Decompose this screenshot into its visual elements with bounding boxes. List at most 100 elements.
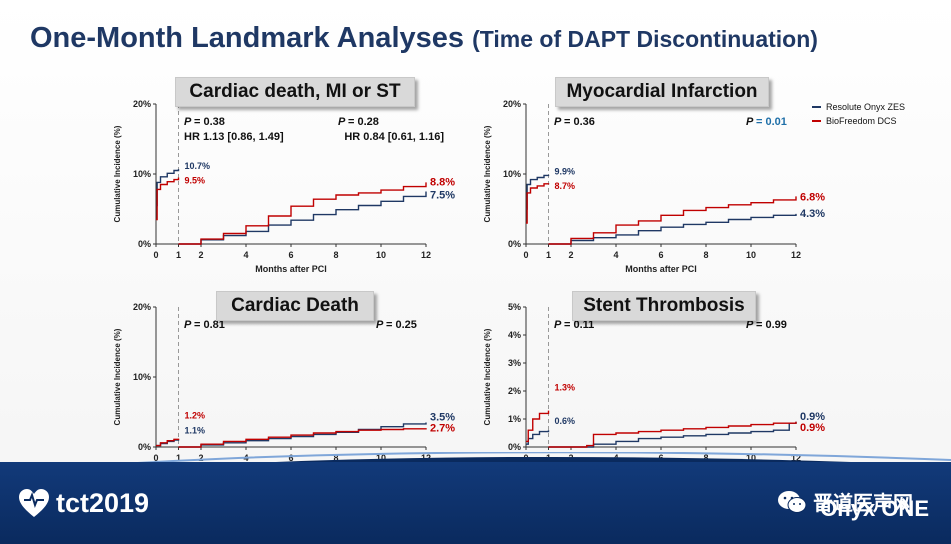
y-tick-label: 10% bbox=[133, 372, 151, 382]
x-tick-label: 1 bbox=[546, 250, 551, 260]
p-value-late-text: = 0.25 bbox=[386, 319, 417, 331]
p-value-late: P = 0.99 bbox=[746, 319, 787, 331]
x-axis-label: Months after PCI bbox=[625, 264, 697, 274]
p-symbol: P bbox=[554, 319, 564, 331]
p-value-early: P = 0.36 bbox=[554, 116, 595, 128]
y-tick-label: 0% bbox=[508, 442, 521, 452]
hr-late: HR 0.84 [0.61, 1.16] bbox=[344, 131, 444, 143]
chart-title-mi: Myocardial Infarction bbox=[555, 77, 769, 107]
p-value-early-text: = 0.36 bbox=[564, 116, 595, 128]
p-symbol: P bbox=[746, 319, 756, 331]
x-axis-label: Months after PCI bbox=[255, 264, 327, 274]
p-symbol: P bbox=[338, 116, 348, 128]
slide-title: One-Month Landmark Analyses (Time of DAP… bbox=[30, 22, 818, 55]
p-symbol: P bbox=[554, 116, 564, 128]
early-label-onyx: 9.9% bbox=[555, 167, 576, 177]
title-sub: (Time of DAPT Discontinuation) bbox=[472, 26, 818, 52]
chart-title-composite: Cardiac death, MI or ST bbox=[175, 77, 415, 107]
x-tick-label: 12 bbox=[421, 250, 431, 260]
late-label-onyx: 3.5% bbox=[430, 412, 455, 424]
p-symbol: P bbox=[376, 319, 386, 331]
series-line-onyx-late bbox=[548, 421, 797, 448]
legend-item-biofreedom: BioFreedom DCS bbox=[812, 116, 905, 126]
legend-swatch-biofreedom bbox=[812, 120, 821, 122]
y-tick-label: 20% bbox=[503, 99, 521, 109]
y-tick-label: 0% bbox=[508, 239, 521, 249]
late-label-biofreedom: 8.8% bbox=[430, 176, 455, 188]
wechat-watermark-text: 晋道医声网 bbox=[813, 493, 913, 515]
tct-logo: tct2019 bbox=[18, 488, 149, 519]
x-tick-label: 0 bbox=[153, 250, 158, 260]
x-tick-label: 10 bbox=[376, 250, 386, 260]
p-value-early-text: = 0.81 bbox=[194, 319, 225, 331]
series-line-biofreedom-late bbox=[548, 421, 797, 448]
x-tick-label: 2 bbox=[568, 250, 573, 260]
chart-title-cardiac-death: Cardiac Death bbox=[216, 291, 374, 321]
p-value-early: P = 0.81 bbox=[184, 319, 225, 331]
chart-title-stent-thrombosis: Stent Thrombosis bbox=[572, 291, 756, 321]
x-tick-label: 0 bbox=[523, 250, 528, 260]
legend: Resolute Onyx ZES BioFreedom DCS bbox=[812, 102, 905, 130]
x-tick-label: 2 bbox=[198, 250, 203, 260]
x-tick-label: 6 bbox=[658, 250, 663, 260]
chart-panel-composite: 0% 10% 20% 0 1 2 4 6 8 10 12 Months after PCI Cumula… bbox=[100, 92, 460, 282]
y-axis-label: Cumulative Incidence (%) bbox=[113, 125, 122, 222]
y-tick-label: 4% bbox=[508, 330, 521, 340]
series-line-onyx-early bbox=[526, 174, 550, 210]
x-tick-label: 8 bbox=[333, 453, 338, 463]
early-label-biofreedom: 1.3% bbox=[555, 383, 576, 393]
p-value-late: P = 0.25 bbox=[376, 319, 417, 331]
wechat-watermark: 晋道医声网 bbox=[777, 487, 913, 516]
x-tick-label: 1 bbox=[176, 250, 181, 260]
wechat-icon bbox=[778, 490, 807, 513]
y-axis-label: Cumulative Incidence (%) bbox=[483, 328, 492, 425]
tct-logo-text: tct2019 bbox=[56, 488, 150, 518]
x-tick-label: 4 bbox=[243, 250, 248, 260]
x-tick-label: 8 bbox=[703, 250, 708, 260]
heart-icon bbox=[19, 488, 49, 517]
y-axis-label: Cumulative Incidence (%) bbox=[483, 125, 492, 222]
x-tick-label: 8 bbox=[333, 250, 338, 260]
series-line-onyx-late bbox=[178, 191, 427, 245]
onyx-one-logo: Onyx ONE bbox=[820, 496, 929, 521]
chart-panel-mi: 0% 10% 20% 0 1 2 4 6 8 10 12 Months after PCI Cumula… bbox=[470, 92, 830, 282]
y-tick-label: 3% bbox=[508, 358, 521, 368]
x-tick-label: 1 bbox=[176, 453, 181, 463]
p-value-late: P = 0.01 bbox=[746, 116, 787, 128]
legend-swatch-onyx bbox=[812, 106, 821, 108]
y-tick-label: 20% bbox=[133, 99, 151, 109]
late-label-onyx: 7.5% bbox=[430, 189, 455, 201]
early-label-onyx: 0.6% bbox=[555, 416, 576, 426]
x-tick-label: 2 bbox=[198, 453, 203, 463]
p-value-early-text: = 0.38 bbox=[194, 116, 225, 128]
x-tick-label: 10 bbox=[376, 453, 386, 463]
early-label-biofreedom: 1.2% bbox=[185, 411, 206, 421]
x-tick-label: 4 bbox=[613, 250, 618, 260]
series-line-biofreedom-late bbox=[178, 182, 427, 245]
early-label-onyx: 1.1% bbox=[185, 425, 206, 435]
p-value-early-text: = 0.11 bbox=[564, 319, 594, 331]
p-value-early: P = 0.38 bbox=[184, 116, 225, 128]
late-label-biofreedom: 6.8% bbox=[800, 191, 825, 203]
late-label-onyx: 0.9% bbox=[800, 411, 825, 423]
p-value-late-text: = 0.28 bbox=[348, 116, 379, 128]
legend-item-onyx: Resolute Onyx ZES bbox=[812, 102, 905, 112]
early-label-biofreedom: 8.7% bbox=[555, 181, 576, 191]
x-tick-label: 6 bbox=[288, 453, 293, 463]
y-tick-label: 5% bbox=[508, 302, 521, 312]
p-value-late-text: = 0.99 bbox=[756, 319, 787, 331]
x-tick-label: 8 bbox=[703, 453, 708, 463]
legend-label-biofreedom: BioFreedom DCS bbox=[826, 116, 897, 126]
series-line-onyx-early bbox=[156, 169, 180, 207]
x-tick-label: 6 bbox=[288, 250, 293, 260]
x-tick-label: 0 bbox=[153, 453, 158, 463]
series-line-biofreedom-early bbox=[526, 410, 550, 443]
p-symbol: P bbox=[184, 319, 194, 331]
p-value-late-text: = 0.01 bbox=[756, 116, 787, 128]
hr-early: HR 1.13 [0.86, 1.49] bbox=[184, 131, 284, 143]
y-tick-label: 20% bbox=[133, 302, 151, 312]
series-line-biofreedom-early bbox=[156, 177, 180, 221]
y-tick-label: 10% bbox=[503, 169, 521, 179]
